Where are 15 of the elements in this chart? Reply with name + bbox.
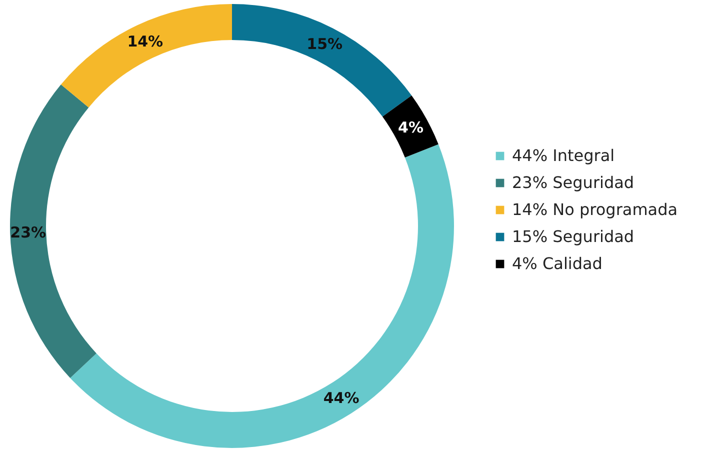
donut-slice xyxy=(60,4,232,108)
legend-label: 44% Integral xyxy=(512,146,615,165)
data-label: 4% xyxy=(398,118,424,137)
donut-slice xyxy=(10,84,96,378)
data-label: 23% xyxy=(10,223,46,242)
data-label: 44% xyxy=(323,389,360,408)
data-label: 14% xyxy=(127,32,164,50)
donut-slice xyxy=(382,96,438,158)
donut-slice xyxy=(232,4,412,117)
data-label: 15% xyxy=(306,35,343,54)
legend-label: 14% No programada xyxy=(512,200,678,219)
legend-label: 15% Seguridad xyxy=(512,227,634,246)
donut-slice xyxy=(70,144,454,448)
legend-label: 23% Seguridad xyxy=(512,173,634,192)
legend-label: 4% Calidad xyxy=(512,254,602,273)
